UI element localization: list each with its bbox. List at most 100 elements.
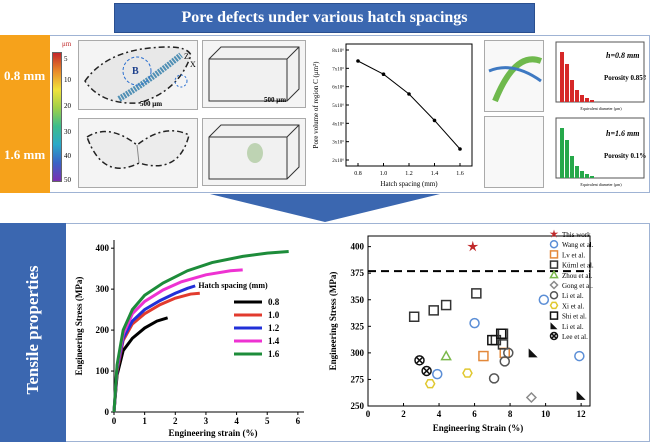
colorbar-unit: μm [62,40,72,48]
y-tick-label: 325 [351,321,365,331]
y-tick-label: 200 [96,325,110,335]
mini-y-tick-label: 6x10⁶ [332,85,344,91]
x-tick-label: 10 [541,409,551,419]
marker-square [440,299,452,311]
y-tick-label: 0 [105,407,110,417]
mini-data-point [432,118,437,123]
marker-diamond [549,280,559,290]
tensile-sidebar [0,223,66,442]
marker-triangle [440,350,452,361]
plot-frame [345,43,473,167]
marker-square [549,260,559,269]
hist2-porosity: Porosity 0.1% [604,152,646,160]
x-tick-label: 0 [366,409,371,419]
c1-ylabel: Engineering Stress (MPa) [74,277,84,376]
colorbar-tick: 10 [64,76,71,84]
marker-square [471,288,482,299]
marker-hexagon [424,379,436,389]
mini-y-tick-label: 3x10⁶ [332,140,344,146]
x-tick-label: 2 [401,409,406,419]
scale-bar-label: 500 μm [264,96,287,104]
colorbar [52,52,62,182]
marker-righttriangle [528,348,538,358]
pore-3d-image-0-8 [484,40,544,112]
marker-hexagon [462,368,473,378]
x-tick-label: 12 [577,409,587,419]
row-label-1-6: 1.6 mm [4,147,46,162]
y-tick-label: 100 [96,366,110,376]
legend-label: 1.0 [268,310,280,320]
marker-square [408,311,420,322]
y-tick-label: 300 [351,348,365,358]
hist1-porosity: Porosity 0.85% [604,74,646,82]
series-line-1.0 [112,291,200,413]
series-line-1.6 [112,249,289,413]
marker-square [495,328,507,339]
marker-righttriangle [576,390,586,400]
hist1-title: h=0.8 mm [606,51,639,60]
legend-label: 1.2 [268,323,280,333]
marker-star [549,229,559,238]
mini-data-point [458,147,462,151]
mini-data-point [356,59,360,63]
marker-circle [432,368,443,380]
x-tick-label: 4 [437,409,442,419]
mini-y-tick-label: 4x10⁶ [332,121,344,127]
legend-label: 1.4 [268,336,280,346]
legend-title: Hatch spacing (mm) [198,281,268,290]
mini-y-tick-label: 7x10⁶ [332,66,344,72]
down-arrow-icon [210,194,440,222]
legend-label: Xi et al. [562,302,585,310]
y-tick-label: 350 [351,295,365,305]
mini-x-tick-label: 1.6 [456,171,464,177]
x-tick-label: 5 [265,416,270,426]
hist2-xlabel: Equivalent diameter (μm) [580,182,622,187]
x-tick-label: 6 [296,416,301,426]
hist1-xlabel: Equivalent diameter (μm) [580,106,622,111]
marker-crosscircle [414,355,425,366]
marker-circle [488,373,500,384]
legend-label: Lv et al. [562,251,585,259]
legend-label: Kürnl et al. [562,262,594,270]
histogram-bar [580,171,584,178]
histogram-bar [580,95,584,102]
pore-volume-chart: 0.8 1.0 1.2 1.4 1.6 2x10⁶ 3x10⁶ 4x10⁶ 5x10⁶ 6x10⁶… [312,43,473,188]
x-tick-label: 8 [508,409,513,419]
axis-z-label: Z [184,52,189,61]
y-tick-label: 275 [351,374,365,384]
mini-data-point [407,92,411,96]
marker-circle [549,239,559,249]
histogram-bar [585,174,589,178]
histogram-bar [570,156,574,178]
legend-label: Zhou et al. [562,272,592,280]
mini-data-point [381,72,386,76]
marker-circle [499,356,511,367]
x-tick-label: 0 [112,416,117,426]
histogram-bar [575,166,579,178]
row-label-0-8: 0.8 mm [4,68,46,83]
marker-circle [469,317,480,329]
pore-3d-image-1-6 [484,116,544,188]
histogram-bar [590,100,594,102]
row-label-sidebar [0,35,50,193]
marker-crosscircle [549,331,559,341]
melt-pool-image-0-8 [78,40,198,110]
marker-square [549,250,559,259]
mini-y-tick-label: 2x10⁶ [332,158,344,164]
y-tick-label: 400 [351,242,365,252]
legend-label: Li et al. [562,323,584,331]
c1-xlabel: Engineering strain (%) [169,428,258,438]
marker-square [497,339,509,350]
marker-righttriangle [550,322,558,330]
mini-ylabel: Pore volume of region C (μm³) [312,61,320,149]
histogram-1-6: h=1.6 mm Porosity 0.1% Equivalent diamet… [555,117,646,187]
marker-star [467,240,479,252]
marker-circle [503,347,514,359]
mini-x-tick-label: 1.2 [405,171,413,177]
x-tick-label: 4 [234,416,239,426]
legend-label: Wang et al. [562,241,594,249]
x-tick-label: 2 [173,416,178,426]
legend-label: Gong et al. [562,282,593,290]
marker-circle [574,350,585,362]
